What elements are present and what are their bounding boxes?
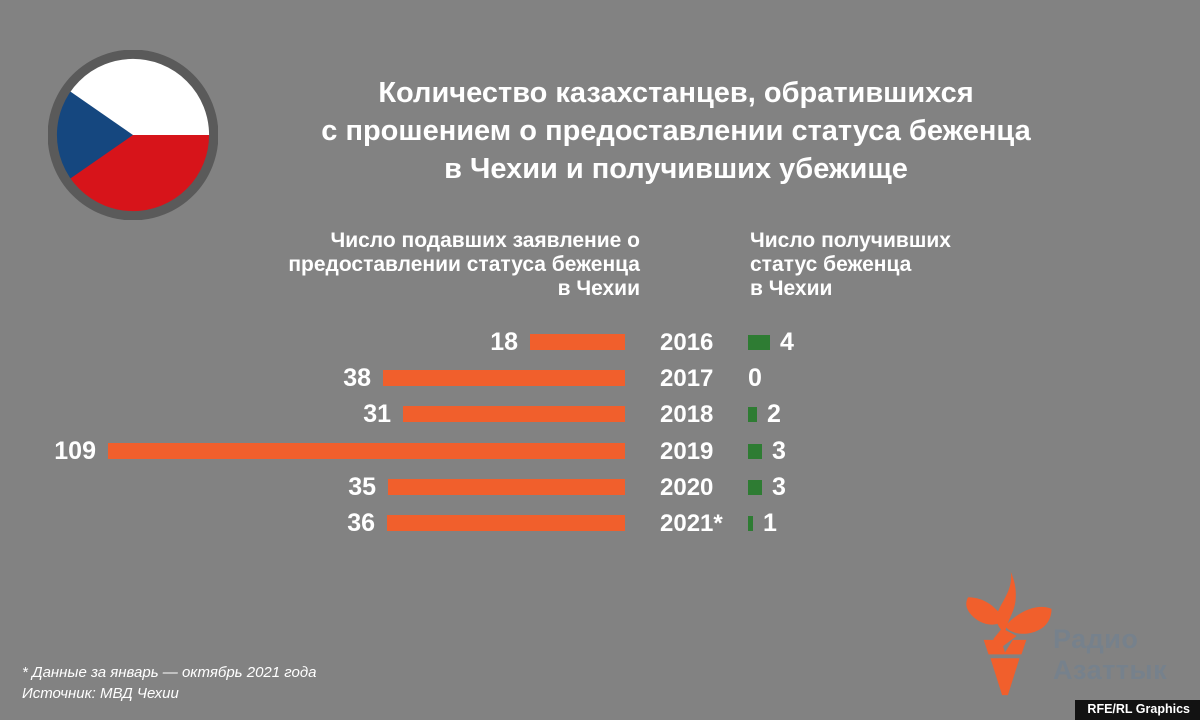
czech-flag-svg xyxy=(47,49,219,221)
logo-line-radio: Радио xyxy=(1053,624,1139,654)
granted-bar xyxy=(748,335,770,350)
granted-value-label: 3 xyxy=(772,437,786,465)
chart-row-2020: 35 2020 3 xyxy=(0,474,1200,500)
applied-value-label: 31 xyxy=(363,400,391,428)
granted-value-label: 0 xyxy=(748,364,762,392)
year-label: 2021* xyxy=(660,510,723,537)
granted-bar xyxy=(748,407,757,422)
chart-title: Количество казахстанцев, обратившихся с … xyxy=(321,77,1031,185)
torch-svg xyxy=(966,572,1052,696)
applied-bar xyxy=(383,370,625,386)
granted-value-label: 4 xyxy=(780,328,794,356)
applied-bar xyxy=(108,443,625,459)
applied-value-label: 38 xyxy=(343,364,371,392)
year-label: 2016 xyxy=(660,329,714,356)
footnote-period: * Данные за январь — октябрь 2021 года xyxy=(22,664,317,681)
chart-row-2018: 31 2018 2 xyxy=(0,401,1200,427)
applied-value-label: 109 xyxy=(54,437,96,465)
chart-row-2017: 38 2017 0 xyxy=(0,365,1200,391)
year-label: 2018 xyxy=(660,401,714,428)
granted-column-header: Число получивших статус беженца в Чехии xyxy=(750,229,951,300)
year-label: 2019 xyxy=(660,438,714,465)
czech-flag-icon xyxy=(47,49,219,221)
applied-bar xyxy=(387,515,625,531)
applied-value-label: 35 xyxy=(348,473,376,501)
footnote-source: Источник: МВД Чехии xyxy=(22,685,179,702)
granted-bar xyxy=(748,516,753,531)
credit-badge: RFE/RL Graphics xyxy=(1075,700,1200,720)
granted-value-label: 2 xyxy=(767,400,781,428)
year-label: 2020 xyxy=(660,474,714,501)
applied-bar xyxy=(530,334,625,350)
granted-value-label: 1 xyxy=(763,509,777,537)
applied-bar xyxy=(403,406,625,422)
granted-value-label: 3 xyxy=(772,473,786,501)
applied-column-header: Число подавших заявление о предоставлени… xyxy=(288,229,640,300)
radio-azattyk-logo: Радио Азаттык xyxy=(1053,624,1167,686)
torch-icon xyxy=(956,572,1054,698)
applied-value-label: 18 xyxy=(490,328,518,356)
granted-bar xyxy=(748,480,762,495)
chart-row-2019: 109 2019 3 xyxy=(0,438,1200,464)
logo-line-azattyk: Азаттык xyxy=(1053,655,1168,685)
chart-row-2016: 18 2016 4 xyxy=(0,329,1200,355)
year-label: 2017 xyxy=(660,365,714,392)
chart-row-2021: 36 2021* 1 xyxy=(0,510,1200,536)
applied-value-label: 36 xyxy=(347,509,375,537)
footnote: * Данные за январь — октябрь 2021 года И… xyxy=(22,662,316,704)
applied-bar xyxy=(388,479,625,495)
granted-bar xyxy=(748,444,762,459)
